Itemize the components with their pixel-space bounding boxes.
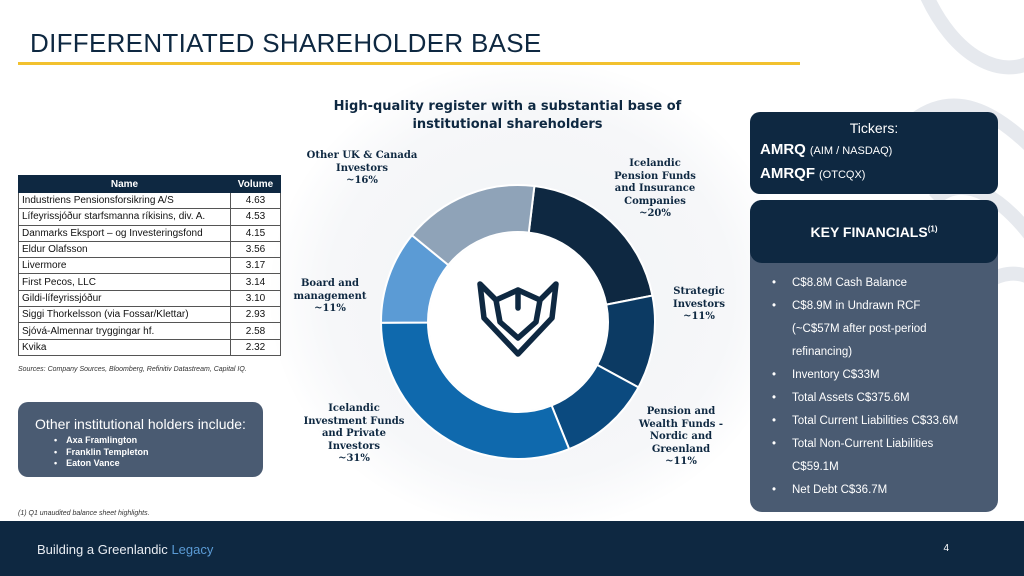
donut-slice — [379, 321, 571, 460]
holder-volume: 3.56 — [230, 240, 281, 259]
table-row: First Pecos, LLC 3.14 — [18, 273, 281, 291]
ticker-symbol: AMRQF — [760, 165, 815, 182]
holder-name: Gildi-lífeyrissjóður — [18, 289, 231, 308]
table-row: Livermore 3.17 — [18, 257, 281, 275]
footer-tagline-main: Building a Greenlandic — [37, 542, 168, 557]
holder-volume: 4.63 — [230, 191, 281, 210]
list-item: Franklin Templeton — [66, 447, 148, 459]
column-header-volume: Volume — [230, 175, 281, 193]
key-financials-list: C$8.8M Cash Balance C$8.9M in Undrawn RC… — [766, 272, 991, 502]
segment-label: Board and management ~11% — [293, 278, 367, 314]
page-number: 4 — [943, 543, 949, 554]
shareholder-donut-chart — [379, 184, 656, 460]
list-item: Inventory C$33M — [766, 364, 991, 387]
list-item: Total Assets C$375.6M — [766, 387, 991, 410]
table-row: Kvika 2.32 — [18, 338, 281, 356]
other-holders-box: Other institutional holders include: Axa… — [18, 402, 263, 477]
footnote-marker: (1) — [927, 224, 938, 234]
ticker-row: AMRQF (OTCQX) — [760, 165, 865, 182]
list-item: Total Current Liabilities C$33.6M — [766, 410, 991, 433]
footer-bar: Building a Greenlandic Legacy 4 — [0, 521, 1024, 576]
ticker-exchange: (OTCQX) — [819, 169, 866, 181]
column-header-name: Name — [18, 175, 231, 193]
table-row: Sjóvá-Almennar tryggingar hf. 2.58 — [18, 322, 281, 340]
holder-volume: 2.32 — [230, 338, 281, 356]
holder-name: Danmarks Eksport – og Investeringsfond — [18, 224, 231, 242]
key-financials-header: KEY FINANCIALS(1) — [750, 200, 998, 263]
tickers-title: Tickers: — [849, 120, 899, 136]
holder-name: First Pecos, LLC — [18, 273, 231, 291]
segment-label: Icelandic Investment Funds and Private I… — [303, 403, 405, 464]
list-item: Eaton Vance — [66, 458, 149, 470]
fox-logo-icon — [477, 281, 559, 357]
holder-name: Lífeyrissjóður starfsmanna ríkisins, div… — [18, 208, 231, 226]
ticker-exchange: (AIM / NASDAQ) — [809, 145, 893, 157]
holder-volume: 4.53 — [230, 208, 281, 226]
tickers-box: Tickers: AMRQ (AIM / NASDAQ) AMRQF (OTCQX) — [750, 112, 998, 194]
list-item-continuation: (~C$57M after post-period — [792, 323, 927, 335]
table-sources: Sources: Company Sources, Bloomberg, Ref… — [18, 366, 247, 373]
footer-tagline-accent: Legacy — [171, 542, 214, 557]
footer-tagline: Building a Greenlandic Legacy — [37, 542, 213, 557]
holder-name: Industriens Pensionsforsikring A/S — [18, 191, 231, 210]
top-shareholders-table: Name Volume Industriens Pensionsforsikri… — [18, 175, 281, 356]
list-item-continuation: C$59.1M — [792, 461, 839, 473]
slide-title: DIFFERENTIATED SHAREHOLDER BASE — [30, 28, 542, 58]
ticker-symbol: AMRQ — [760, 141, 806, 158]
segment-label: Other UK & Canada Investors ~16% — [306, 150, 418, 186]
table-header-row: Name Volume — [18, 175, 281, 193]
list-item-continuation: refinancing) — [792, 346, 853, 358]
table-row: Industriens Pensionsforsikring A/S 4.63 — [18, 191, 281, 210]
holder-name: Siggi Thorkelsson (via Fossar/Klettar) — [18, 306, 231, 324]
donut-slice — [410, 184, 536, 267]
list-item: Net Debt C$36.7M — [766, 479, 991, 502]
holder-volume: 4.15 — [230, 224, 281, 242]
other-holders-title: Other institutional holders include: — [35, 416, 246, 432]
holder-name: Sjóvá-Almennar tryggingar hf. — [18, 322, 231, 340]
other-holders-list: Axa Framlington Franklin Templeton Eaton… — [66, 435, 149, 470]
donut-hole — [429, 233, 607, 411]
holder-volume: 3.17 — [230, 257, 281, 275]
segment-label: Pension and Wealth Funds - Nordic and Gr… — [638, 406, 724, 467]
holder-volume: 3.14 — [230, 273, 281, 291]
holder-volume: 3.10 — [230, 289, 281, 308]
table-row: Gildi-lífeyrissjóður 3.10 — [18, 289, 281, 308]
list-item: Total Non-Current Liabilities — [766, 433, 991, 456]
key-financials-panel: KEY FINANCIALS(1) C$8.8M Cash Balance C$… — [750, 200, 998, 512]
holder-name: Eldur Olafsson — [18, 240, 231, 259]
list-item: Axa Framlington — [66, 435, 149, 447]
segment-label: Icelandic Pension Funds and Insurance Co… — [614, 158, 696, 219]
holder-volume: 2.93 — [230, 306, 281, 324]
title-underline — [18, 62, 800, 65]
list-item: C$8.8M Cash Balance — [766, 272, 991, 295]
segment-label: Strategic Investors ~11% — [673, 286, 725, 322]
chart-title: High-quality register with a substantial… — [333, 99, 682, 132]
holder-volume: 2.58 — [230, 322, 281, 340]
list-item: C$8.9M in Undrawn RCF — [766, 295, 991, 318]
table-row: Danmarks Eksport – og Investeringsfond 4.… — [18, 224, 281, 242]
holder-name: Kvika — [18, 338, 231, 356]
table-row: Siggi Thorkelsson (via Fossar/Klettar) 2.… — [18, 306, 281, 324]
footnote: (1) Q1 unaudited balance sheet highlight… — [18, 510, 150, 517]
ticker-row: AMRQ (AIM / NASDAQ) — [760, 141, 892, 158]
table-row: Eldur Olafsson 3.56 — [18, 240, 281, 259]
table-row: Lífeyrissjóður starfsmanna ríkisins, div… — [18, 208, 281, 226]
holder-name: Livermore — [18, 257, 231, 275]
key-financials-title: KEY FINANCIALS — [810, 224, 928, 240]
